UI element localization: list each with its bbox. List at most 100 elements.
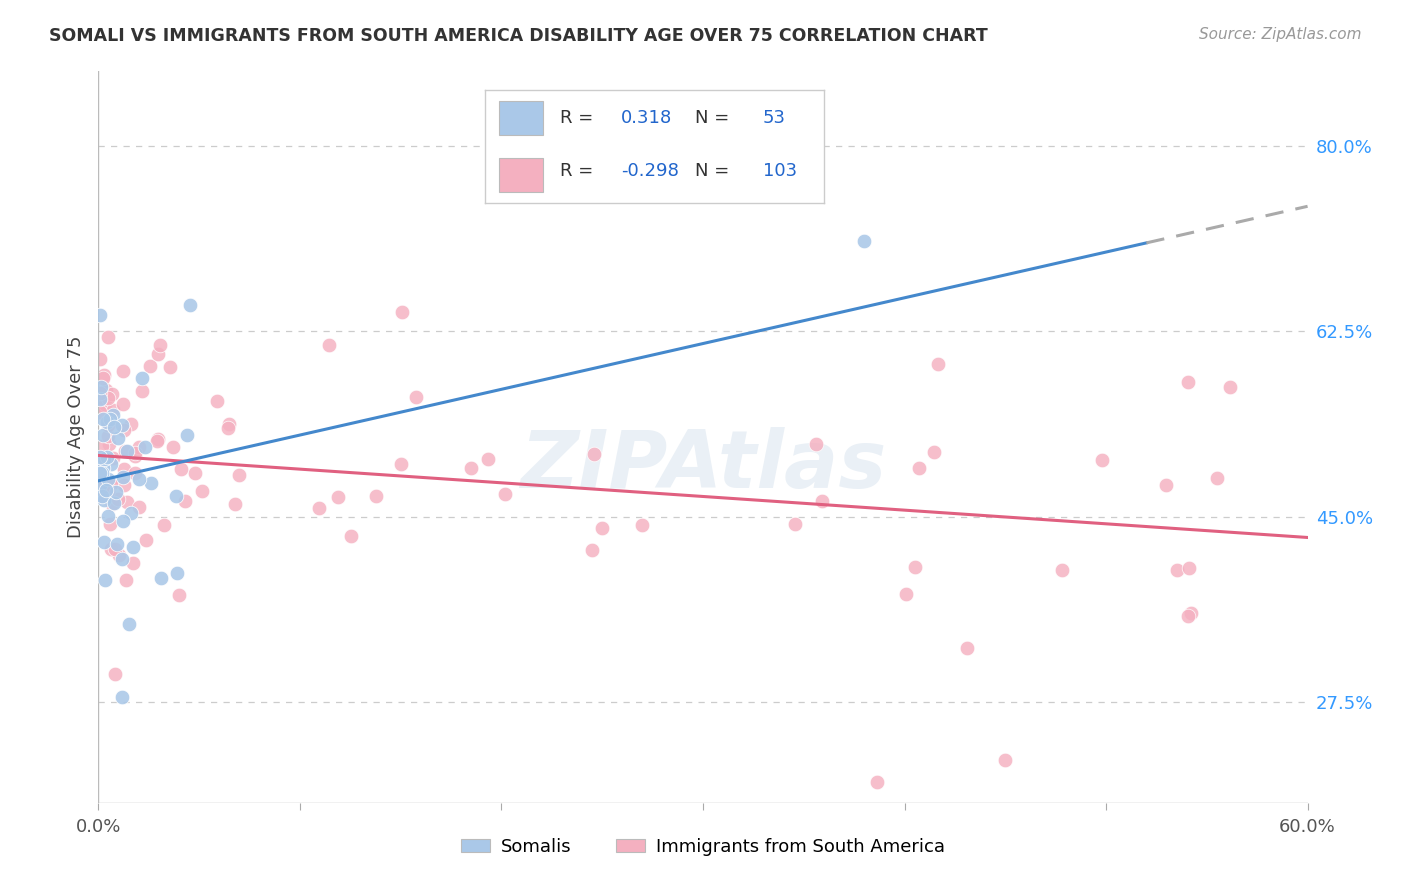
Point [1166,562,1188,576]
Point [114,443,136,458]
Point [149,337,172,351]
Point [93,573,115,587]
Point [107,549,129,563]
Point [90,439,112,453]
Point [89,450,111,465]
Point [105,484,128,499]
Point [128,472,150,486]
Point [89,392,111,407]
Point [89,405,111,419]
Point [107,431,129,445]
Point [183,466,205,480]
Point [139,359,162,373]
Point [105,537,128,551]
Point [100,475,122,490]
Point [97,429,120,443]
Point [162,440,184,454]
Point [120,506,142,520]
Text: Source: ZipAtlas.com: Source: ZipAtlas.com [1198,27,1361,42]
Point [91,427,114,442]
Point [924,445,946,459]
Point [111,552,134,566]
Point [207,394,229,409]
Point [956,640,979,655]
Point [1177,608,1199,623]
Point [96,483,118,497]
Point [853,234,876,248]
Point [366,489,388,503]
Point [179,297,201,311]
Point [97,489,120,503]
Point [93,368,115,382]
Point [405,390,427,404]
Point [224,497,246,511]
Point [112,477,135,491]
Point [591,521,613,535]
Point [460,460,482,475]
Point [89,386,111,401]
Point [100,412,122,426]
Point [159,359,181,374]
Point [927,357,949,371]
Point [176,428,198,442]
Point [103,496,125,510]
Point [94,383,117,397]
Point [581,542,603,557]
Point [169,588,191,602]
Point [121,556,143,570]
Point [100,457,122,471]
Point [114,461,136,475]
Point [631,518,654,533]
Point [91,489,114,503]
Point [1177,375,1199,389]
Point [811,494,834,508]
Point [191,483,214,498]
Point [124,446,146,460]
Point [120,417,142,431]
Point [111,418,134,433]
Point [1156,477,1178,491]
Point [124,467,146,481]
Point [804,436,827,450]
Point [866,774,889,789]
Point [97,483,120,498]
Point [90,380,112,394]
Point [218,417,240,432]
Point [326,490,349,504]
Point [148,347,170,361]
Point [112,397,135,411]
Point [94,397,117,411]
Point [97,392,120,406]
Point [96,450,118,465]
Point [150,572,173,586]
Point [994,753,1017,767]
Point [1052,563,1074,577]
Point [1219,379,1241,393]
Point [103,408,125,422]
Point [1178,561,1201,575]
Text: ZIPAtlas: ZIPAtlas [520,427,886,506]
Point [97,437,120,451]
Point [1180,606,1202,620]
Point [115,573,138,587]
Point [115,494,138,508]
Point [153,517,176,532]
Point [90,475,112,490]
Y-axis label: Disability Age Over 75: Disability Age Over 75 [66,335,84,539]
Point [89,490,111,504]
Point [391,305,413,319]
Point [128,500,150,514]
Point [785,516,807,531]
Point [117,616,139,631]
Point [94,395,117,409]
Point [122,541,145,555]
Point [139,475,162,490]
Point [174,493,197,508]
Point [1206,471,1229,485]
Point [91,461,114,475]
Point [91,371,114,385]
Point [217,421,239,435]
Point [318,337,340,351]
Point [169,462,191,476]
Point [93,451,115,466]
